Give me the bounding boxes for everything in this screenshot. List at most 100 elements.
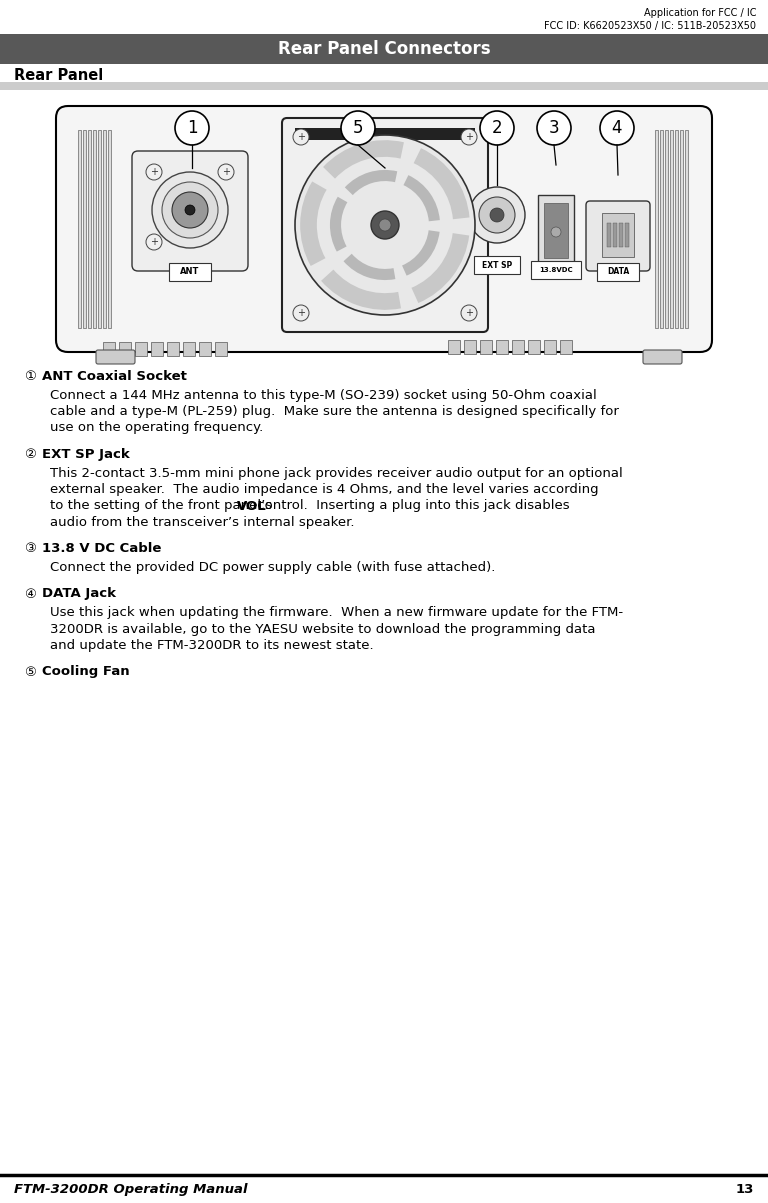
Circle shape xyxy=(551,227,561,237)
Text: Use this jack when updating the firmware.  When a new firmware update for the FT: Use this jack when updating the firmware… xyxy=(50,606,623,620)
FancyBboxPatch shape xyxy=(586,201,650,271)
Text: ④: ④ xyxy=(24,587,36,600)
Bar xyxy=(512,340,524,354)
Circle shape xyxy=(146,235,162,250)
Text: +: + xyxy=(297,132,305,142)
Text: 3: 3 xyxy=(548,119,559,137)
Text: EXT SP: EXT SP xyxy=(482,261,512,269)
Text: ②: ② xyxy=(24,448,36,461)
Circle shape xyxy=(295,135,475,315)
Bar xyxy=(660,130,663,328)
Circle shape xyxy=(480,111,514,146)
Bar xyxy=(215,342,227,356)
Bar xyxy=(607,223,611,247)
Bar xyxy=(0,34,768,64)
Circle shape xyxy=(146,164,162,180)
Text: 4: 4 xyxy=(612,119,622,137)
Text: Application for FCC / IC: Application for FCC / IC xyxy=(644,8,756,18)
Text: use on the operating frequency.: use on the operating frequency. xyxy=(50,421,263,434)
Text: and update the FTM-3200DR to its newest state.: and update the FTM-3200DR to its newest … xyxy=(50,639,373,652)
Text: 3200DR is available, go to the YAESU website to download the programming data: 3200DR is available, go to the YAESU web… xyxy=(50,622,595,635)
Bar xyxy=(83,130,86,328)
FancyBboxPatch shape xyxy=(56,106,712,352)
Bar xyxy=(538,195,574,265)
Text: cable and a type-M (PL-259) plug.  Make sure the antenna is designed specificall: cable and a type-M (PL-259) plug. Make s… xyxy=(50,405,619,417)
Bar xyxy=(665,130,668,328)
Text: ANT Coaxial Socket: ANT Coaxial Socket xyxy=(42,371,187,383)
Circle shape xyxy=(461,129,477,146)
Circle shape xyxy=(218,164,234,180)
Text: 13.8VDC: 13.8VDC xyxy=(539,267,573,273)
Bar xyxy=(448,340,460,354)
Bar xyxy=(167,342,179,356)
Bar xyxy=(0,82,768,90)
Text: +: + xyxy=(297,308,305,318)
Text: ③: ③ xyxy=(24,543,36,556)
Text: 13: 13 xyxy=(736,1183,754,1196)
Text: FTM-3200DR Operating Manual: FTM-3200DR Operating Manual xyxy=(14,1183,247,1196)
Text: DATA: DATA xyxy=(607,267,629,277)
Bar xyxy=(199,342,211,356)
Bar xyxy=(151,342,163,356)
Bar xyxy=(98,130,101,328)
Text: 13.8 V DC Cable: 13.8 V DC Cable xyxy=(42,543,161,556)
Bar xyxy=(560,340,572,354)
Text: external speaker.  The audio impedance is 4 Ohms, and the level varies according: external speaker. The audio impedance is… xyxy=(50,482,598,496)
Bar xyxy=(625,223,629,247)
Text: 2: 2 xyxy=(492,119,502,137)
Bar xyxy=(544,203,568,257)
FancyBboxPatch shape xyxy=(474,256,520,274)
Circle shape xyxy=(293,306,309,321)
Circle shape xyxy=(152,172,228,248)
Bar xyxy=(480,340,492,354)
Circle shape xyxy=(490,208,504,223)
Bar xyxy=(88,130,91,328)
Bar xyxy=(680,130,683,328)
Bar xyxy=(108,130,111,328)
Bar xyxy=(103,342,115,356)
FancyBboxPatch shape xyxy=(132,152,248,271)
Circle shape xyxy=(379,219,391,231)
Circle shape xyxy=(537,111,571,146)
Text: Rear Panel Connectors: Rear Panel Connectors xyxy=(278,40,490,58)
Text: Cooling Fan: Cooling Fan xyxy=(42,665,130,678)
Circle shape xyxy=(341,111,375,146)
Text: audio from the transceiver’s internal speaker.: audio from the transceiver’s internal sp… xyxy=(50,516,355,529)
Bar xyxy=(685,130,688,328)
Circle shape xyxy=(469,186,525,243)
Circle shape xyxy=(371,211,399,239)
Bar xyxy=(619,223,623,247)
Text: DATA Jack: DATA Jack xyxy=(42,587,116,600)
Text: Rear Panel: Rear Panel xyxy=(14,69,103,83)
Bar xyxy=(496,340,508,354)
Text: Connect a 144 MHz antenna to this type-M (SO-239) socket using 50-Ohm coaxial: Connect a 144 MHz antenna to this type-M… xyxy=(50,389,597,402)
Text: +: + xyxy=(222,167,230,177)
Circle shape xyxy=(479,197,515,233)
Bar xyxy=(135,342,147,356)
Text: +: + xyxy=(465,308,473,318)
Bar xyxy=(675,130,678,328)
Bar xyxy=(103,130,106,328)
Circle shape xyxy=(185,205,195,215)
Text: to the setting of the front panel’s: to the setting of the front panel’s xyxy=(50,499,276,512)
Text: ⑤: ⑤ xyxy=(24,665,36,678)
Text: Connect the provided DC power supply cable (with fuse attached).: Connect the provided DC power supply cab… xyxy=(50,561,495,574)
Circle shape xyxy=(162,182,218,238)
Bar xyxy=(655,130,658,328)
Text: EXT SP Jack: EXT SP Jack xyxy=(42,448,130,461)
FancyBboxPatch shape xyxy=(96,350,135,365)
Text: 5: 5 xyxy=(353,119,363,137)
Text: +: + xyxy=(150,167,158,177)
Circle shape xyxy=(461,306,477,321)
Bar xyxy=(78,130,81,328)
Bar xyxy=(544,340,556,354)
Circle shape xyxy=(600,111,634,146)
Bar xyxy=(295,128,475,140)
Text: control.  Inserting a plug into this jack disables: control. Inserting a plug into this jack… xyxy=(253,499,570,512)
Bar xyxy=(183,342,195,356)
Text: FCC ID: K6620523X50 / IC: 511B-20523X50: FCC ID: K6620523X50 / IC: 511B-20523X50 xyxy=(544,20,756,31)
Bar xyxy=(119,342,131,356)
Circle shape xyxy=(175,111,209,146)
Bar xyxy=(613,223,617,247)
Bar xyxy=(602,213,634,257)
